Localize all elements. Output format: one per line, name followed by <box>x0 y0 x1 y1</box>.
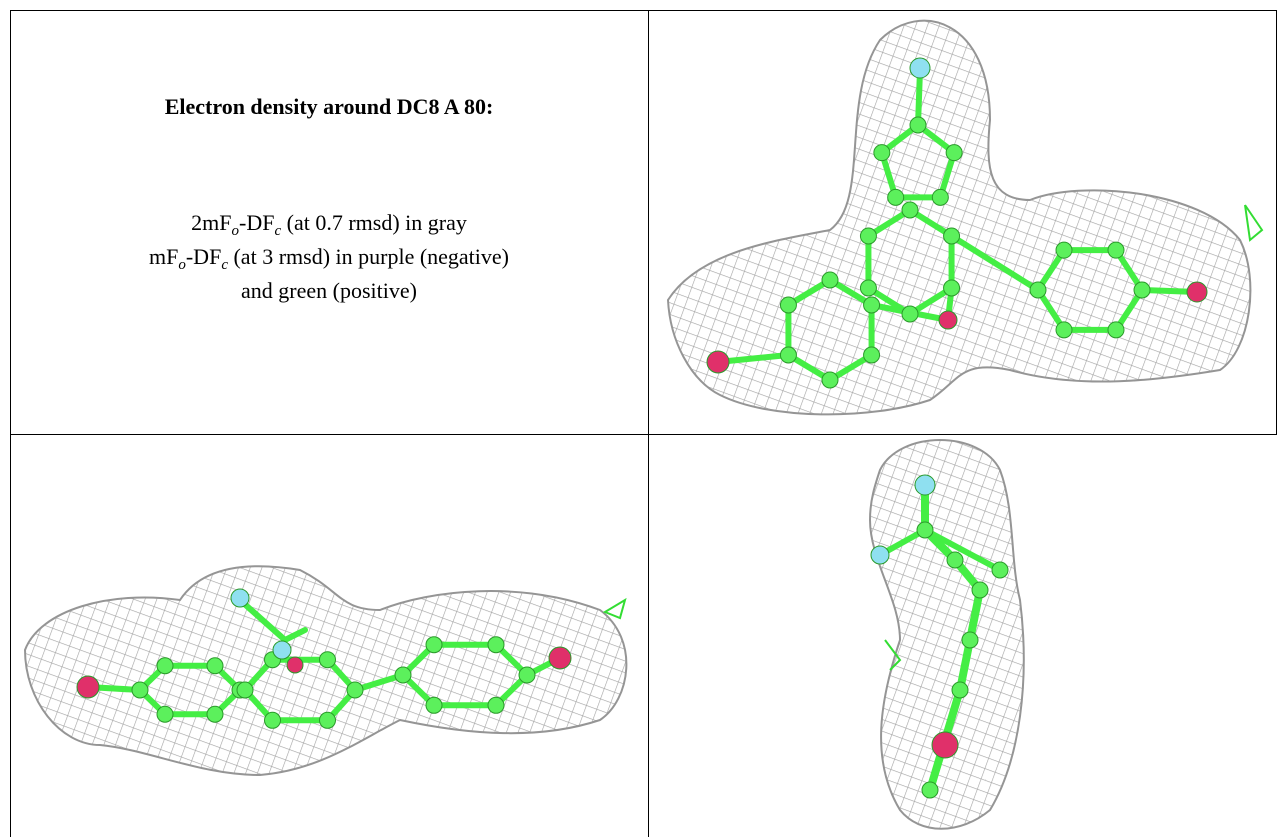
atom <box>945 144 963 162</box>
atom <box>914 474 936 496</box>
atom <box>206 657 224 675</box>
atom <box>518 666 536 684</box>
text-run: -DF <box>185 244 222 269</box>
atom <box>859 279 877 297</box>
bond <box>915 67 923 128</box>
atom <box>946 551 964 569</box>
atom <box>1029 281 1047 299</box>
text-run: -DF <box>239 210 275 235</box>
atom <box>230 588 250 608</box>
atom <box>870 545 890 565</box>
atom <box>943 279 961 297</box>
atom <box>1186 281 1208 303</box>
atom <box>286 656 304 674</box>
bond <box>282 627 308 643</box>
atom <box>931 731 959 759</box>
atom <box>1107 321 1125 339</box>
atom <box>901 201 919 219</box>
bond <box>941 686 964 744</box>
difference-density <box>602 204 1264 671</box>
legend-line: mFo-DFc (at 3 rmsd) in purple (negative) <box>10 240 648 274</box>
text-run: (at 0.7 rmsd) in gray <box>281 210 467 235</box>
atom <box>206 705 224 723</box>
atom <box>961 631 979 649</box>
atom <box>901 305 919 323</box>
atom <box>951 681 969 699</box>
text-run: mF <box>149 244 179 269</box>
atom <box>1055 241 1073 259</box>
text-run: (at 3 rmsd) in purple (negative) <box>227 244 509 269</box>
atom <box>916 521 934 539</box>
atom <box>821 271 839 289</box>
atom <box>938 310 958 330</box>
atom <box>131 681 149 699</box>
subscript: c <box>274 223 282 239</box>
atom <box>931 188 949 206</box>
atom <box>346 681 364 699</box>
atom <box>548 646 572 670</box>
molecule-model <box>76 57 1208 799</box>
atom <box>706 350 730 374</box>
subscript: o <box>231 223 240 239</box>
title: Electron density around DC8 A 80: <box>164 94 494 119</box>
atom <box>921 781 939 799</box>
subscript: c <box>221 257 228 273</box>
atom <box>487 636 505 654</box>
bond <box>237 597 288 643</box>
text-run: 2mF <box>191 210 232 235</box>
atom <box>859 227 877 245</box>
atom <box>779 296 797 314</box>
bond <box>922 527 1003 573</box>
atom <box>1133 281 1151 299</box>
atom <box>821 371 839 389</box>
atom <box>971 581 989 599</box>
bond <box>715 352 792 365</box>
atom <box>779 346 797 364</box>
atom <box>991 561 1009 579</box>
atom <box>76 675 100 699</box>
atom <box>487 696 505 714</box>
density-mesh <box>23 19 1252 830</box>
atom <box>272 640 292 660</box>
atom <box>887 188 905 206</box>
atom <box>909 57 931 79</box>
atom <box>863 346 881 364</box>
text-run: and green (positive) <box>241 278 417 303</box>
atom <box>156 657 174 675</box>
atom <box>425 636 443 654</box>
atom <box>264 711 281 729</box>
legend-text: 2mFo-DFc (at 0.7 rmsd) in gray mFo-DFc (a… <box>10 206 648 308</box>
atom <box>909 116 927 134</box>
atom <box>319 711 336 729</box>
atom <box>319 651 336 669</box>
legend-line: and green (positive) <box>10 274 648 308</box>
atom <box>156 705 174 723</box>
atom <box>943 227 961 245</box>
atom <box>873 144 891 162</box>
atom <box>394 666 412 684</box>
atom <box>236 681 254 699</box>
legend-line: 2mFo-DFc (at 0.7 rmsd) in gray <box>10 206 648 240</box>
bond <box>948 233 1041 293</box>
atom <box>425 696 443 714</box>
atom <box>1107 241 1125 259</box>
atom <box>1055 321 1073 339</box>
atom <box>863 296 881 314</box>
subscript: o <box>178 257 186 273</box>
